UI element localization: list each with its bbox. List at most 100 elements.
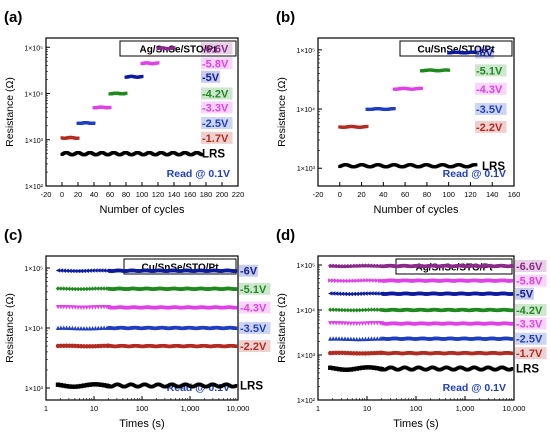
data-point [331,263,336,268]
x-tick-label: 80 [423,190,431,199]
data-point [330,278,336,283]
data-point [351,366,356,372]
series-35V: -3.5V [365,103,507,116]
data-point [342,291,348,297]
panel-label: (d) [276,227,295,244]
data-point [64,383,69,389]
data-point [360,263,365,268]
data-point [101,304,107,310]
data-point [369,291,374,296]
x-tick-label: 1 [44,404,48,413]
data-point [70,325,75,331]
data-point [354,366,359,371]
data-point [345,367,351,372]
data-point [328,336,333,341]
data-point [78,268,84,274]
data-point [64,268,69,273]
data-point [58,286,64,291]
x-tick-label: 40 [379,190,387,199]
series-label-highlight [515,317,547,330]
series-label-highlight [201,42,233,55]
data-point [357,307,362,313]
data-point [75,268,81,274]
series-LRS: LRS [55,381,263,393]
data-point [328,263,333,268]
series-22V: -2.2V [338,120,507,134]
data-point [366,336,371,341]
x-tick-label: 1,000 [456,404,475,413]
data-point [360,321,365,326]
x-tick-label: 60 [106,190,114,199]
x-tick-label: 160 [184,190,197,199]
data-point [328,278,333,283]
x-tick-label: -20 [313,190,324,199]
data-point [375,278,380,283]
series-label: -3.3V [202,102,229,114]
data-point [348,367,354,372]
data-point [101,325,107,330]
data-point [510,322,514,326]
data-point [357,278,362,283]
data-point [92,121,96,125]
data-point [78,305,84,310]
series-label: LRS [516,364,539,376]
data-point [369,321,374,326]
data-point [330,307,336,312]
series-label: -2.2V [476,122,503,134]
x-tick-label: 20 [357,190,365,199]
series-label: -3.5V [240,323,267,335]
data-point [372,291,377,296]
data-point [363,278,368,283]
data-point [93,305,98,310]
data-point [351,291,356,297]
series-label-highlight [475,64,507,77]
data-point [234,344,238,349]
data-point [64,286,69,291]
data-point [342,307,348,313]
data-point [339,278,345,284]
data-point [510,337,514,341]
read-annotation: Read @ 0.1V [443,382,506,394]
data-point [73,325,78,331]
data-point [108,105,112,109]
data-point [372,321,377,326]
data-point [366,365,371,370]
data-point [372,336,377,341]
data-point [337,264,342,268]
data-point [375,366,380,371]
data-point [87,382,92,387]
x-tick-label: 0 [338,190,342,199]
read-annotation: Read @ 0.1V [167,168,230,180]
series-33V: -3.3V [92,101,233,114]
x-axis-label: Times (s) [119,418,164,430]
series-LRS: LRS [328,364,539,376]
data-point [87,286,92,292]
data-point [234,287,238,291]
x-tick-label: 1,000 [181,404,200,413]
data-point [61,383,66,388]
data-point [64,305,69,310]
data-point [372,307,377,312]
data-point [357,291,362,296]
data-point [90,325,95,331]
x-tick-label: 220 [232,190,245,199]
data-point [330,365,336,371]
data-point [348,308,354,313]
data-point [55,382,61,387]
data-point [99,286,104,291]
data-point [360,291,365,296]
series-label: -6.6V [516,261,543,273]
data-point [67,305,72,310]
data-point [342,367,348,372]
series-42V: -4.2V [108,87,233,101]
data-point [369,336,374,341]
series-label: -5V [516,289,534,301]
series-label-highlight [239,322,271,334]
data-point [363,291,368,296]
data-point [345,291,351,297]
data-point [360,336,365,342]
data-point [96,305,101,310]
x-tick-label: 100 [410,404,423,413]
data-point [510,264,514,268]
